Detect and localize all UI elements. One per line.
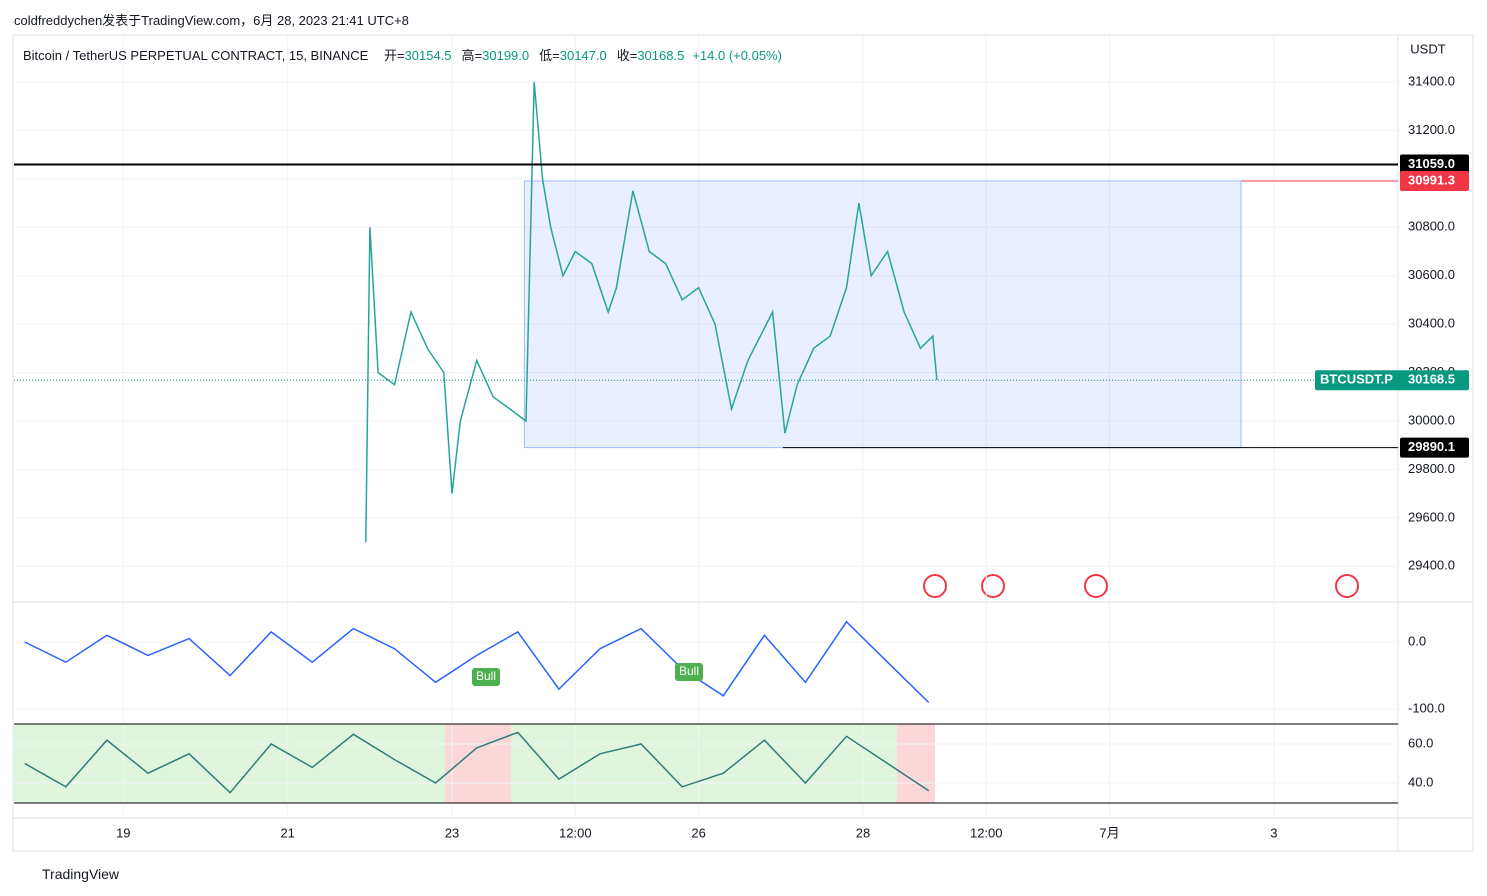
ohlc-value: 30154.5 <box>404 48 452 63</box>
y-tick-label: -100.0 <box>1408 701 1445 716</box>
ohlc-label: 低= <box>539 48 560 63</box>
y-tick-label: 31400.0 <box>1408 73 1455 88</box>
y-tick-label: 29800.0 <box>1408 461 1455 476</box>
y-tick-label: 30400.0 <box>1408 316 1455 331</box>
signal-label: Bull <box>476 669 496 683</box>
price-line <box>365 81 938 543</box>
price-line <box>24 620 930 704</box>
signal-label: Bull <box>679 664 699 678</box>
x-tick-label: 26 <box>691 825 705 840</box>
y-tick-label: 31200.0 <box>1408 122 1455 137</box>
band-background <box>897 724 935 803</box>
price-line <box>24 731 930 794</box>
x-tick-label: 19 <box>116 825 130 840</box>
signal-badge <box>675 663 703 681</box>
ohlc-value: 30199.0 <box>482 48 530 63</box>
ohlc-label: 高= <box>461 48 483 63</box>
ohlc-label: 开= <box>383 48 405 63</box>
flag <box>1335 574 1359 598</box>
frame <box>12 34 1474 852</box>
x-tick-label: 12:00 <box>970 825 1003 840</box>
price-label-bg <box>1315 370 1469 391</box>
flag <box>981 574 1005 598</box>
change: +14.0 (+0.05%) <box>692 48 782 63</box>
y-tick-label: 29400.0 <box>1408 558 1455 573</box>
byline: coldfreddychen发表于TradingView.com，6月 28, … <box>14 13 409 28</box>
brand: TradingView <box>42 866 120 882</box>
x-tick-label: 28 <box>856 825 870 840</box>
x-tick-label: 21 <box>280 825 294 840</box>
band-background <box>445 724 511 803</box>
price-label-bg <box>1400 437 1469 458</box>
symbol-title: Bitcoin / TetherUS PERPETUAL CONTRACT, 1… <box>23 48 369 63</box>
currency-label: USDT <box>1410 41 1445 56</box>
ohlc-value: 30147.0 <box>559 48 607 63</box>
price-label: 31059.0 <box>1408 156 1455 171</box>
x-tick-label: 3 <box>1270 825 1277 840</box>
x-tick-label: 12:00 <box>559 825 592 840</box>
flag <box>1084 574 1108 598</box>
legend-row: Bitcoin / TetherUS PERPETUAL CONTRACT, 1… <box>23 45 790 64</box>
ohlc-value: 30168.5 <box>637 48 685 63</box>
price-label-bg <box>1400 170 1469 191</box>
series-name-label: BTCUSDT.P <box>1320 372 1393 387</box>
y-tick-label: 60.0 <box>1408 735 1433 750</box>
y-tick-label: 30600.0 <box>1408 267 1455 282</box>
y-tick-label: 40.0 <box>1408 774 1433 789</box>
event-flags <box>923 574 1359 598</box>
price-label: 30991.3 <box>1408 172 1455 187</box>
ohlc-label: 收= <box>616 48 638 63</box>
signal-badge <box>472 668 500 686</box>
y-tick-label: 30800.0 <box>1408 219 1455 234</box>
x-tick-label: 23 <box>445 825 459 840</box>
x-tick-label: 7月 <box>1099 825 1119 840</box>
y-tick-label: 29600.0 <box>1408 509 1455 524</box>
range-box <box>523 180 1242 449</box>
y-tick-label: 0.0 <box>1408 633 1426 648</box>
price-label: 29890.1 <box>1408 439 1455 454</box>
y-tick-label: 30000.0 <box>1408 412 1455 427</box>
price-label-bg <box>1400 154 1469 175</box>
price-label: 30168.5 <box>1408 372 1455 387</box>
flag <box>923 574 947 598</box>
